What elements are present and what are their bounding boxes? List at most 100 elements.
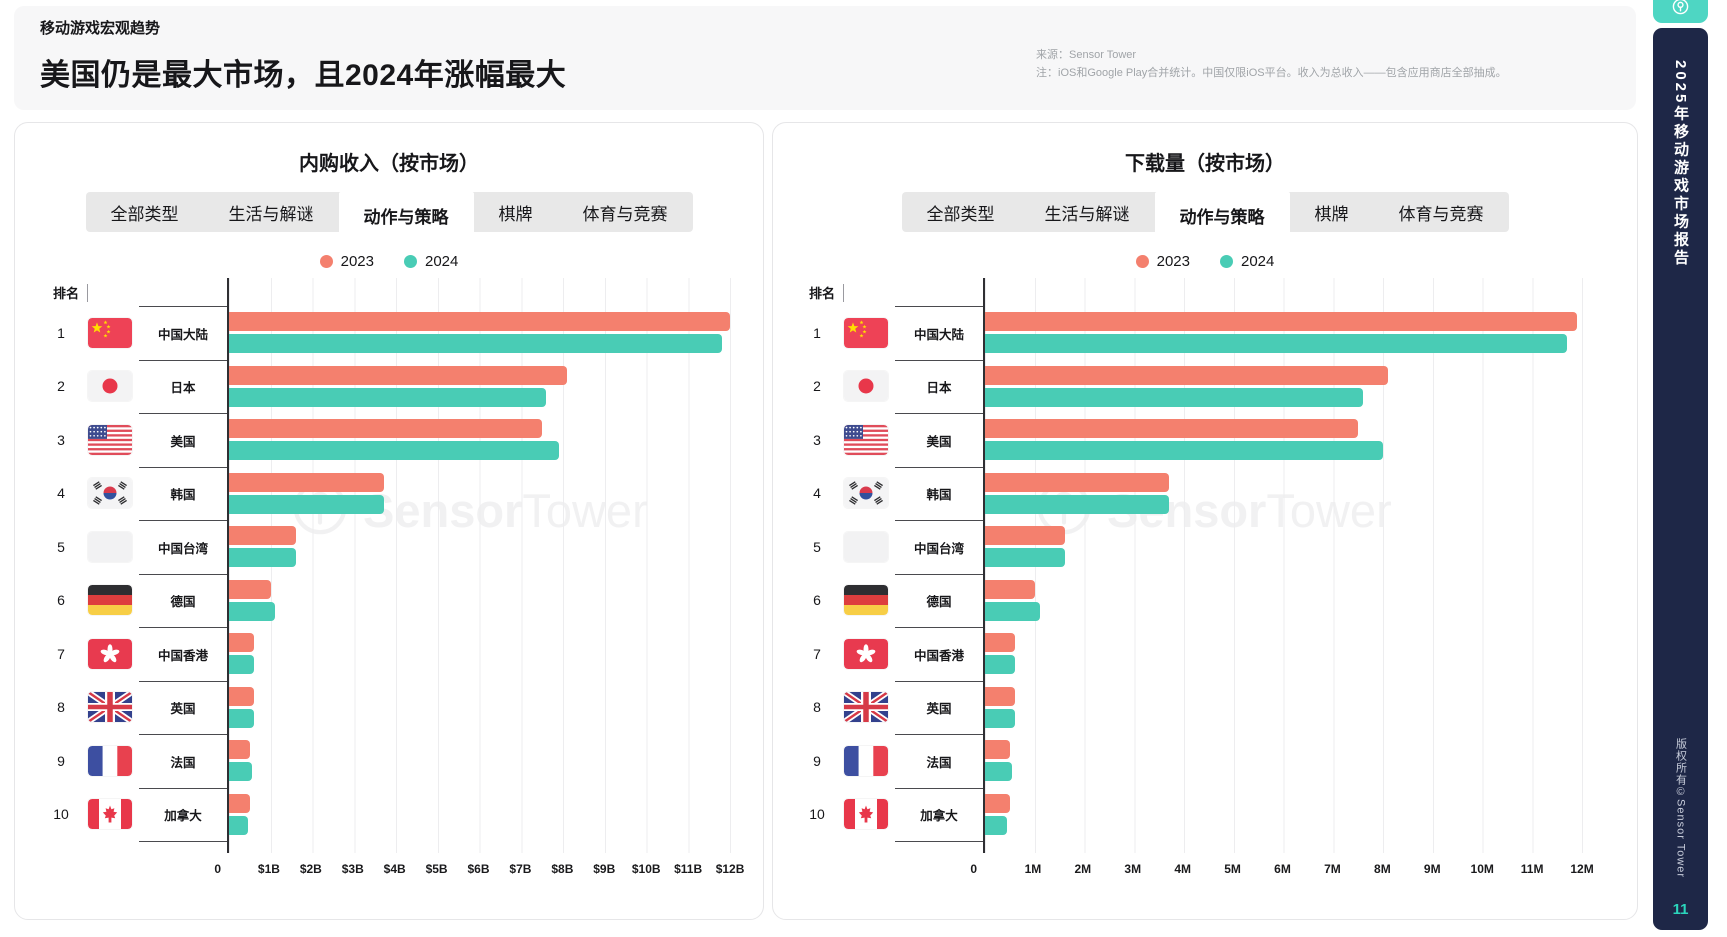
axis-tick-label: 2M	[1074, 862, 1092, 876]
bar-2024	[985, 601, 1040, 621]
flag-ca-icon	[81, 788, 139, 842]
tab-3[interactable]: 棋牌	[498, 204, 533, 224]
source-line: 来源：Sensor Tower	[1036, 49, 1137, 61]
market-label: 中国香港	[895, 627, 983, 681]
spacer	[797, 853, 983, 883]
tab-3[interactable]: 棋牌	[1314, 204, 1349, 224]
flag-gb-icon	[81, 681, 139, 735]
market-label: 中国大陆	[895, 306, 983, 360]
bar-2023	[229, 419, 543, 439]
bar-2024	[229, 494, 384, 514]
bar-2023	[985, 793, 1010, 813]
bar-2024	[985, 762, 1013, 782]
rank-cell: 1	[57, 324, 65, 341]
source-note: 来源：Sensor Tower 注：iOS和Google Play合并统计。中国…	[1036, 46, 1636, 82]
sensor-tower-logo-button[interactable]	[1653, 0, 1708, 23]
axis-tick-label: 3M	[1124, 862, 1142, 876]
bar-2024	[985, 334, 1568, 354]
market-label: 加拿大	[139, 787, 227, 842]
rank-cell: 2	[57, 378, 65, 395]
bar-group	[227, 466, 751, 520]
label-ladder-bottom	[139, 841, 227, 853]
axis-tick-label: $9B	[593, 862, 616, 876]
axis-tick-label: 8M	[1374, 862, 1391, 876]
bar-2023	[229, 793, 250, 813]
axis-tick-label: 4M	[1174, 862, 1192, 876]
flag-kr-icon	[837, 467, 895, 521]
rank-column-header: 排名	[797, 278, 983, 306]
tab-0[interactable]: 全部类型	[926, 204, 995, 224]
tab-2[interactable]: 动作与策略	[338, 192, 474, 238]
flag-us-icon	[81, 413, 139, 467]
axis-tick-label: $2B	[299, 862, 322, 876]
rank-cell: 10	[809, 806, 825, 823]
label-ladder-bottom	[895, 841, 983, 853]
legend-label: 2024	[1241, 252, 1275, 270]
tab-4[interactable]: 体育与竞赛	[1398, 204, 1484, 224]
tab-bar: 全部类型 生活与解谜 动作与策略 棋牌 体育与竞赛	[901, 192, 1509, 238]
rank-cell: 5	[813, 538, 821, 555]
bar-2023	[985, 633, 1015, 653]
bar-2024	[985, 655, 1015, 675]
rank-cell: 3	[813, 431, 821, 448]
rank-header-tick	[843, 284, 845, 302]
spacer	[41, 841, 139, 853]
rank-cell: 7	[57, 645, 65, 662]
tab-1[interactable]: 生活与解谜	[228, 204, 314, 224]
legend: 2023 2024	[773, 250, 1637, 272]
bar-group	[983, 413, 1607, 467]
rank-cell: 2	[813, 378, 821, 395]
bar-2024	[229, 655, 255, 675]
rank-cell: 4	[57, 485, 65, 502]
bar-group	[227, 734, 751, 788]
flag-jp-icon	[837, 360, 895, 414]
axis-tick-label: 0	[970, 862, 977, 876]
rank-cell: 8	[57, 699, 65, 716]
market-label: 中国台湾	[895, 520, 983, 574]
bar-2024	[229, 334, 722, 354]
downloads-chart-card: 下载量（按市场） 全部类型 生活与解谜 动作与策略 棋牌 体育与竞赛 2023 2024 排名 1…	[772, 122, 1638, 920]
market-label: 中国香港	[139, 627, 227, 681]
flag-hk-icon	[837, 627, 895, 681]
flag-cn-icon	[837, 306, 895, 360]
axis-tick-label: 12M	[1570, 862, 1594, 876]
bar-2024	[229, 601, 275, 621]
bar-2023	[229, 526, 296, 546]
rank-cell: 8	[813, 699, 821, 716]
legend-item-2024: 2024	[1220, 253, 1274, 270]
tab-1[interactable]: 生活与解谜	[1044, 204, 1130, 224]
market-label: 加拿大	[895, 787, 983, 842]
tab-4[interactable]: 体育与竞赛	[582, 204, 668, 224]
tab-bar: 全部类型 生活与解谜 动作与策略 棋牌 体育与竞赛	[85, 192, 693, 238]
market-label: 法国	[895, 734, 983, 788]
bar-2023	[985, 686, 1015, 706]
flag-de-icon	[837, 574, 895, 628]
flag-gb-icon	[837, 681, 895, 735]
rank-cell: 3	[57, 431, 65, 448]
rank-cell: 7	[813, 645, 821, 662]
axis-tick-label: $12B	[715, 862, 745, 876]
flag-cn-icon	[81, 306, 139, 360]
bar-2023	[985, 312, 1578, 332]
legend-dot-icon	[319, 254, 333, 268]
bar-2023	[229, 633, 255, 653]
report-sidebar: 2025年移动游戏市场报告 版权所有©Sensor Tower 11	[1653, 28, 1708, 930]
bar-group	[227, 680, 751, 734]
rank-cell: 5	[57, 538, 65, 555]
bar-2024	[985, 387, 1364, 407]
bar-2023	[985, 579, 1035, 599]
bar-2023	[229, 579, 271, 599]
market-label: 英国	[895, 680, 983, 735]
tab-2[interactable]: 动作与策略	[1154, 192, 1290, 238]
bar-group	[983, 359, 1607, 413]
market-label: 韩国	[895, 466, 983, 521]
bar-2023	[229, 686, 255, 706]
tab-0[interactable]: 全部类型	[110, 204, 179, 224]
bar-group	[227, 413, 751, 467]
bar-group	[983, 573, 1607, 627]
legend-dot-icon	[1135, 254, 1149, 268]
flag-tw-icon	[81, 520, 139, 574]
legend-label: 2023	[340, 252, 374, 270]
chart-plot: 排名 1 中国大陆 2 日本 3 美国 4 韩国 5 中国台湾 6 德国 7 中国香港 8 英国	[15, 278, 763, 883]
